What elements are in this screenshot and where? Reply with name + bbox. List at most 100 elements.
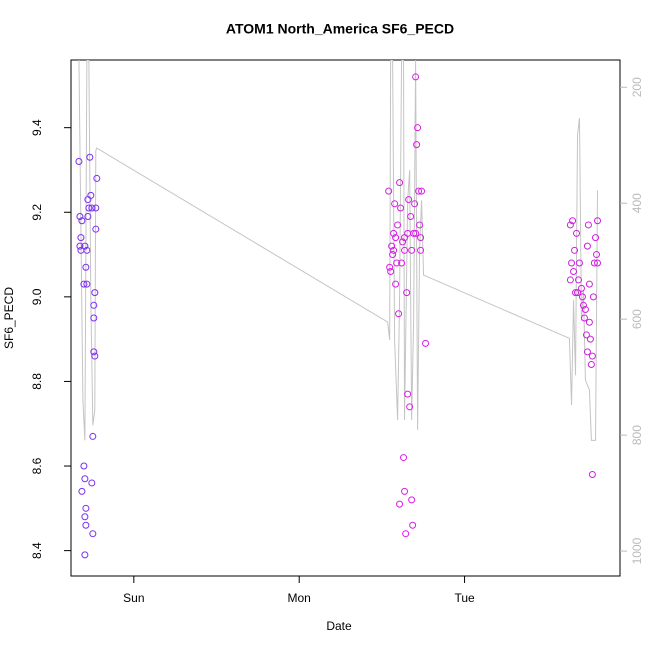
- point: [393, 259, 401, 267]
- point: [408, 496, 416, 504]
- point: [584, 221, 592, 229]
- point: [594, 217, 602, 225]
- point: [574, 276, 582, 284]
- point: [585, 318, 593, 326]
- point: [400, 454, 408, 462]
- point: [589, 293, 597, 301]
- point: [82, 521, 90, 529]
- point: [593, 251, 601, 259]
- point: [403, 289, 411, 297]
- y-axis-label: SF6_PECD: [2, 287, 16, 349]
- point: [76, 212, 84, 220]
- point: [82, 504, 90, 512]
- point: [582, 331, 590, 339]
- point: [579, 301, 587, 309]
- point: [569, 217, 577, 225]
- point: [588, 352, 596, 360]
- point: [570, 267, 578, 275]
- y2-tick-label: 200: [630, 77, 644, 97]
- point: [92, 225, 100, 233]
- x-tick-label: Mon: [288, 591, 311, 605]
- point: [89, 432, 97, 440]
- point: [571, 246, 579, 254]
- point: [583, 348, 591, 356]
- point: [404, 390, 412, 398]
- point: [406, 403, 414, 411]
- point: [394, 221, 402, 229]
- point: [422, 339, 430, 347]
- point: [580, 314, 588, 322]
- point: [594, 259, 602, 267]
- point: [86, 153, 94, 161]
- point: [396, 179, 404, 187]
- chart-title: ATOM1 North_America SF6_PECD: [226, 21, 454, 37]
- point: [412, 73, 420, 81]
- y2-tick-label: 1000: [630, 537, 644, 564]
- y2-tick-label: 600: [630, 309, 644, 329]
- point: [398, 259, 406, 267]
- point: [399, 238, 407, 246]
- point: [90, 301, 98, 309]
- y2-tick-label: 800: [630, 425, 644, 445]
- point: [90, 348, 98, 356]
- point: [401, 246, 409, 254]
- point: [85, 204, 93, 212]
- point: [413, 141, 421, 149]
- point: [573, 229, 581, 237]
- point: [417, 234, 425, 242]
- point: [91, 289, 99, 297]
- x-tick-label: Sun: [123, 591, 144, 605]
- point: [93, 174, 101, 182]
- point: [572, 289, 580, 297]
- point: [568, 259, 576, 267]
- point: [92, 204, 100, 212]
- point: [401, 487, 409, 495]
- point: [588, 470, 596, 478]
- point: [389, 251, 397, 259]
- point: [404, 229, 412, 237]
- point: [391, 200, 399, 208]
- point: [385, 187, 393, 195]
- point: [574, 289, 582, 297]
- point: [583, 242, 591, 250]
- point: [81, 513, 89, 521]
- point: [80, 462, 88, 470]
- y-tick-label: 9.0: [30, 288, 44, 305]
- point: [581, 306, 589, 314]
- point: [411, 200, 419, 208]
- point: [89, 530, 97, 538]
- point: [587, 361, 595, 369]
- point: [578, 293, 586, 301]
- point: [392, 234, 400, 242]
- point: [392, 280, 400, 288]
- point: [388, 242, 396, 250]
- point: [75, 158, 83, 166]
- point: [395, 310, 403, 318]
- point: [417, 246, 425, 254]
- point: [414, 124, 422, 132]
- y-tick-label: 9.4: [30, 119, 44, 136]
- point: [81, 551, 89, 559]
- point: [407, 212, 415, 220]
- y-tick-label: 8.8: [30, 373, 44, 390]
- point: [83, 280, 91, 288]
- point: [408, 246, 416, 254]
- y-tick-label: 8.6: [30, 457, 44, 474]
- point: [78, 487, 86, 495]
- point: [592, 234, 600, 242]
- point: [88, 204, 96, 212]
- point: [585, 280, 593, 288]
- point: [575, 259, 583, 267]
- point: [577, 284, 585, 292]
- line-series: [78, 60, 599, 441]
- point: [387, 267, 395, 275]
- point: [76, 242, 84, 250]
- point: [390, 246, 398, 254]
- point: [78, 217, 86, 225]
- point: [409, 521, 417, 529]
- point: [402, 530, 410, 538]
- y-tick-label: 8.4: [30, 542, 44, 559]
- y2-tick-label: 400: [630, 193, 644, 213]
- point: [83, 246, 91, 254]
